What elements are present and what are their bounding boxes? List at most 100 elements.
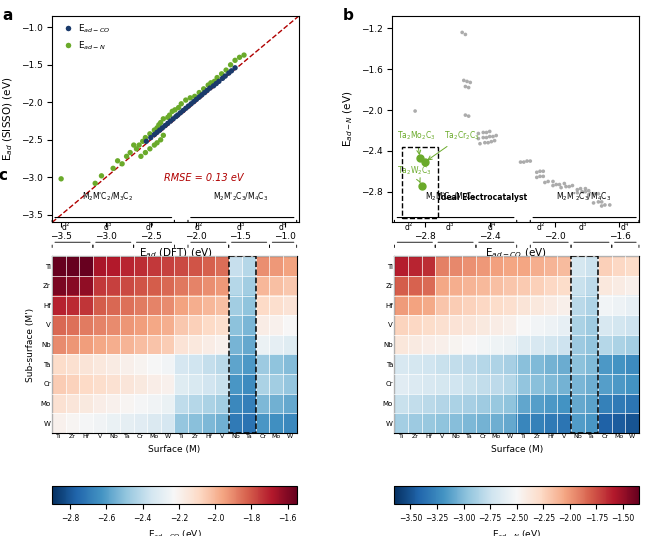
Point (226, 66, 237, 75)
Point (464, 112, 474, 121)
Text: d$^3$: d$^3$ (578, 221, 588, 233)
Point (484, 132, 495, 141)
Point (531, 168, 542, 176)
X-axis label: Surface (M): Surface (M) (490, 445, 543, 454)
Point (160, 121, 170, 130)
X-axis label: E$_{ad-CO}$ (eV): E$_{ad-CO}$ (eV) (147, 528, 201, 536)
Text: M$_2$M'$_2$C$_3$/M$_4$C$_3$: M$_2$M'$_2$C$_3$/M$_4$C$_3$ (213, 191, 269, 203)
Text: Ta$_2$Mo$_2$C$_3$: Ta$_2$Mo$_2$C$_3$ (397, 130, 436, 154)
Point (417, 181, 427, 190)
Point (190, 92, 200, 101)
Point (486, 137, 497, 146)
Point (584, 190, 594, 199)
Point (600, 200, 610, 209)
Point (155, 118, 166, 127)
Point (473, 129, 484, 138)
Point (484, 127, 495, 136)
Text: M$_2$M'C$_2$/M$_3$C$_2$: M$_2$M'C$_2$/M$_3$C$_2$ (424, 191, 476, 203)
Point (181, 104, 191, 113)
Point (214, 77, 224, 86)
Bar (229, 256, 256, 433)
Point (575, 184, 585, 193)
Bar (402, 147, 438, 218)
Point (518, 158, 529, 166)
Point (152, 138, 162, 147)
Point (186, 100, 196, 108)
Point (112, 157, 123, 165)
Text: RMSE = 0.13 eV: RMSE = 0.13 eV (164, 173, 244, 183)
Point (535, 172, 545, 181)
Point (157, 123, 168, 132)
Point (572, 185, 582, 194)
Point (572, 189, 582, 197)
Point (515, 158, 526, 166)
Point (588, 189, 599, 198)
Point (597, 198, 607, 206)
Point (128, 141, 139, 150)
Point (230, 56, 241, 65)
Point (531, 173, 542, 182)
Point (198, 85, 209, 93)
Point (561, 182, 571, 191)
Point (548, 177, 558, 186)
Point (185, 94, 196, 102)
Y-axis label: E$_{ad-N}$ (eV): E$_{ad-N}$ (eV) (342, 91, 355, 147)
Point (410, 107, 421, 115)
Point (226, 61, 236, 69)
Point (175, 108, 186, 117)
Point (205, 84, 215, 92)
Point (140, 148, 151, 157)
Point (522, 157, 532, 165)
Point (478, 133, 488, 142)
Point (220, 72, 230, 80)
Point (567, 181, 578, 190)
Point (460, 30, 471, 39)
Y-axis label: Sub-surface (M'): Sub-surface (M') (26, 308, 35, 382)
Point (56, 175, 67, 183)
Point (155, 126, 165, 135)
X-axis label: Surface (M): Surface (M) (148, 445, 201, 454)
Point (134, 141, 144, 150)
Point (488, 132, 498, 141)
Point (117, 160, 127, 168)
Point (200, 88, 210, 97)
Point (194, 93, 205, 101)
Text: d$^3$: d$^3$ (445, 221, 455, 233)
Point (548, 181, 558, 190)
Point (162, 119, 173, 128)
Y-axis label: E$_{ad}$ (SISSO) (eV): E$_{ad}$ (SISSO) (eV) (1, 77, 15, 161)
Point (171, 112, 181, 121)
Text: c: c (0, 168, 7, 183)
Text: a: a (3, 8, 13, 23)
Text: d$^3$: d$^3$ (103, 221, 113, 233)
Point (141, 137, 151, 146)
Point (158, 115, 169, 123)
Text: d$^3$: d$^3$ (236, 221, 246, 233)
Point (420, 158, 430, 166)
Text: d$^4$: d$^4$ (487, 221, 497, 233)
Point (191, 95, 201, 103)
Point (149, 130, 160, 139)
Point (131, 145, 141, 153)
X-axis label: E$_{ad}$ (DFT) (eV): E$_{ad}$ (DFT) (eV) (139, 247, 213, 260)
Point (178, 106, 188, 115)
Text: M$_2$M'C$_2$/M$_3$C$_2$: M$_2$M'C$_2$/M$_3$C$_2$ (82, 191, 134, 203)
Point (577, 188, 587, 196)
Point (564, 182, 574, 191)
Point (211, 79, 222, 88)
X-axis label: E$_{ad-N}$ (eV): E$_{ad-N}$ (eV) (492, 528, 541, 536)
Point (239, 51, 249, 59)
Point (166, 117, 176, 125)
Point (168, 115, 179, 123)
Point (170, 106, 180, 114)
Point (145, 145, 155, 153)
Point (108, 164, 119, 173)
Point (202, 86, 213, 95)
Point (458, 76, 469, 85)
Point (173, 103, 184, 112)
Text: b: b (343, 8, 354, 23)
Point (464, 83, 474, 92)
Point (154, 121, 164, 129)
Point (475, 139, 485, 148)
Point (203, 81, 213, 90)
